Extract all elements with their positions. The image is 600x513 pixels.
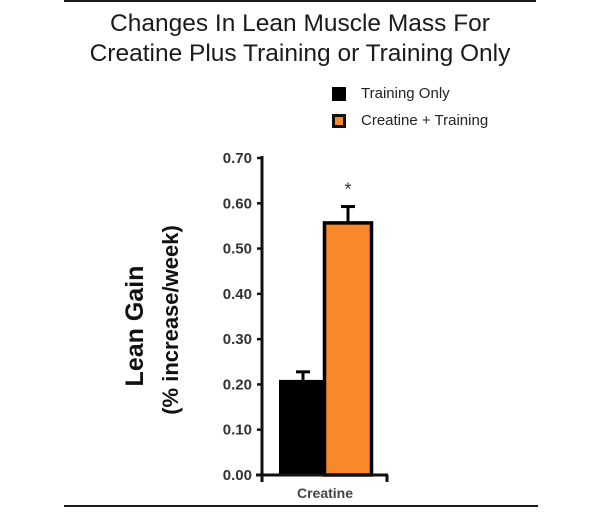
y-axis-title-line-2: (% increase/week)	[158, 225, 183, 415]
axes	[256, 156, 389, 482]
legend-label: Training Only	[361, 85, 450, 102]
top-rule	[64, 0, 536, 2]
bars: *	[279, 180, 374, 477]
y-axis-ticks: 0.00 0.10 0.20 0.30 0.40 0.50 0.60 0.70	[223, 150, 262, 484]
significance-asterisk: *	[344, 180, 351, 200]
bottom-rule	[64, 505, 538, 507]
y-tick-label: 0.60	[223, 195, 252, 212]
y-axis-title: Lean Gain (% increase/week)	[121, 225, 183, 415]
chart-title: Changes In Lean Muscle Mass For Creatine…	[0, 9, 600, 69]
bar-training-only	[279, 379, 323, 475]
y-tick-label: 0.10	[223, 422, 252, 439]
chart-title-line-1: Changes In Lean Muscle Mass For	[110, 10, 490, 37]
y-tick-label: 0.20	[223, 376, 252, 393]
chart-title-line-2: Creatine Plus Training or Training Only	[89, 40, 511, 67]
y-tick-label: 0.00	[223, 467, 252, 484]
legend-swatch-black-icon	[332, 87, 346, 101]
x-axis-labels: Creatine	[297, 485, 353, 501]
legend-label: Creatine + Training	[361, 112, 489, 129]
legend-swatch-orange-icon	[332, 114, 346, 128]
y-tick-label: 0.30	[223, 331, 252, 348]
bar-creatine-training	[322, 221, 374, 477]
y-tick-label: 0.40	[223, 286, 252, 303]
x-category-label: Creatine	[297, 485, 353, 501]
y-axis-title-line-1: Lean Gain	[121, 266, 149, 387]
y-tick-label: 0.50	[223, 241, 252, 258]
y-tick-label: 0.70	[223, 150, 252, 167]
